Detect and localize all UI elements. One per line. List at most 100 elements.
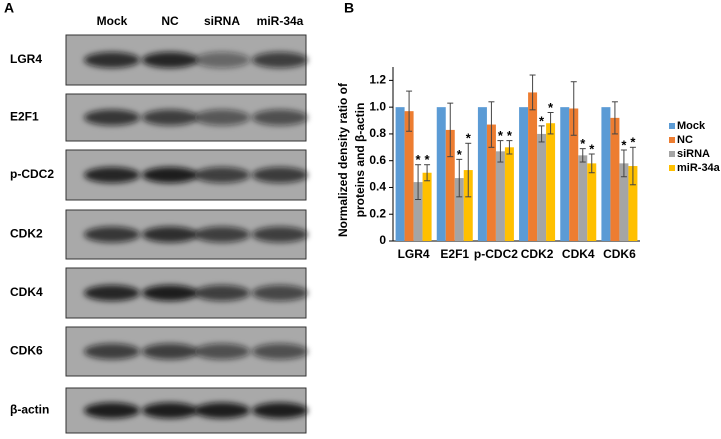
blot-band [194,109,250,126]
x-tick-label: CDK6 [603,247,636,261]
blot-band [252,226,308,243]
blot-band [252,167,308,183]
lane-label: miR-34a [257,14,304,28]
bar [413,182,423,241]
significance-marker: * [589,141,595,156]
significance-marker: * [548,100,554,115]
legend-label: miR-34a [677,162,721,174]
blot-band [142,52,198,68]
blot-band [142,109,198,126]
significance-marker: * [630,135,636,150]
blot-band [252,52,308,68]
y-tick-label: 1.0 [369,99,386,113]
x-tick-label: CDK4 [562,247,595,261]
bar [445,129,455,241]
bar [528,92,538,241]
blot-band [252,343,308,360]
row-label: CDK6 [10,344,43,358]
bar [495,151,505,241]
significance-marker: * [539,113,545,128]
legend-swatch [669,165,675,171]
blot-band [252,285,308,301]
significance-marker: * [416,152,422,167]
lane-label: Mock [97,14,128,28]
blot-band [194,402,250,419]
y-tick-label: 1.2 [369,73,386,87]
bar [395,107,405,242]
blot-band [194,226,250,243]
bar [587,163,597,241]
bar [628,166,638,241]
blot-band [142,402,198,419]
row-label: β-actin [10,403,49,417]
legend-swatch [669,123,675,129]
blot-band [142,226,198,243]
lane-label: siRNA [204,14,240,28]
significance-marker: * [580,136,586,151]
blot-band [252,109,308,126]
blot-band [84,226,140,243]
bar [560,107,570,242]
row-label: CDK2 [10,227,43,241]
bar [454,178,464,241]
blot-band [84,402,140,419]
bar [578,155,588,241]
blot-band [194,343,250,360]
bar [436,107,446,242]
row-label: CDK4 [10,285,43,299]
x-tick-label: p-CDC2 [474,247,518,261]
blot-band [194,285,250,301]
y-axis-label: proteins and β-actin [353,103,367,218]
y-axis-label: Normalized density ratio of [336,82,350,237]
bar [477,107,487,242]
chart: 0 0.2 0.4 0.6 0.8 1.0 1.2 Normalized density ra… [336,67,721,261]
y-tick-label: 0.4 [369,180,386,194]
bar [404,111,414,242]
bar [537,133,547,241]
bar [619,163,629,241]
x-tick-label: CDK2 [521,247,554,261]
blot-band [252,402,308,419]
blot-band [142,343,198,360]
bar [422,172,432,241]
blot-band [84,343,140,360]
blot-panel: Mock NC siRNA miR-34a LGR4 E2F1 p-CDC2 CDK2 CDK4… [10,14,308,434]
y-tick-label: 0 [379,233,386,247]
legend-label: NC [677,134,693,146]
bar [569,108,579,241]
x-tick-label: E2F1 [440,247,469,261]
significance-marker: * [507,128,513,143]
row-label: p-CDC2 [10,167,54,181]
legend-swatch [669,137,675,143]
bar [601,107,611,242]
y-tick-label: 0.8 [369,126,386,140]
bar [519,107,529,242]
bar [463,170,473,241]
blot-band [84,52,140,68]
legend-label: Mock [677,120,706,132]
lane-label: NC [161,14,179,28]
significance-marker: * [621,137,627,152]
blot-band [84,167,140,183]
legend-swatch [669,151,675,157]
x-tick-label: LGR4 [398,247,430,261]
bar [546,123,556,241]
panel-label: A [4,0,14,16]
significance-marker: * [498,128,504,143]
blot-band [84,285,140,301]
blot-band [142,167,198,183]
significance-marker: * [466,131,472,146]
bar [610,117,620,241]
row-label: LGR4 [10,52,42,66]
blot-band [142,285,198,301]
y-tick-label: 0.6 [369,153,386,167]
panel-label: B [344,0,354,16]
legend-label: siRNA [677,148,710,160]
significance-marker: * [457,147,463,162]
bar [504,147,514,241]
row-label: E2F1 [10,110,39,124]
blot-band [194,167,250,183]
significance-marker: * [425,152,431,167]
bar [486,124,496,241]
